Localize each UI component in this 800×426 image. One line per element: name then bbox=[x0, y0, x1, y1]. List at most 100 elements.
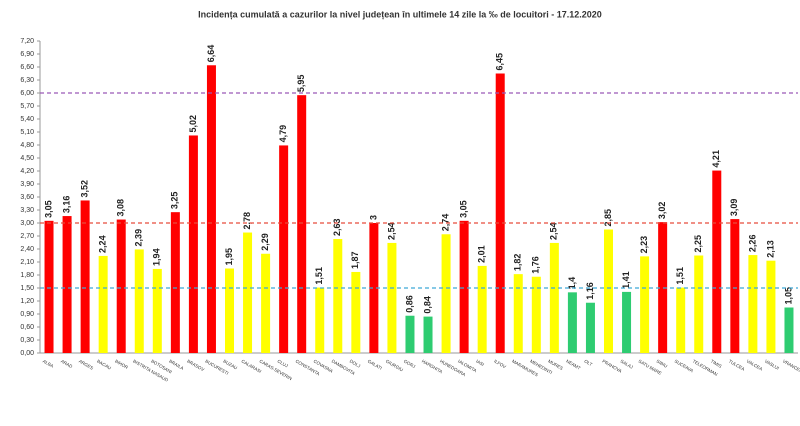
value-label: 3,16 bbox=[61, 196, 71, 214]
value-label: 2,54 bbox=[549, 222, 559, 240]
value-label: 2,13 bbox=[765, 240, 775, 258]
bar bbox=[676, 287, 686, 353]
bar bbox=[459, 220, 469, 353]
x-tick-label: IASI bbox=[475, 359, 485, 368]
value-label: 2,74 bbox=[440, 214, 450, 232]
value-label: 6,45 bbox=[495, 53, 505, 71]
x-tick-label: VASLUI bbox=[764, 359, 780, 371]
bar bbox=[188, 135, 198, 353]
bar bbox=[116, 219, 126, 353]
y-tick-label: 3,00 bbox=[20, 220, 34, 227]
bar bbox=[225, 268, 234, 353]
value-label: 1,51 bbox=[314, 267, 324, 285]
y-tick-label: 0,60 bbox=[20, 324, 34, 331]
bar bbox=[730, 219, 740, 353]
y-tick-label: 3,90 bbox=[20, 181, 34, 188]
bar bbox=[261, 253, 271, 353]
bar bbox=[243, 232, 253, 353]
value-label: 2,78 bbox=[242, 212, 252, 230]
x-tick-label: GORJ bbox=[403, 359, 416, 370]
bar bbox=[297, 95, 307, 354]
x-tick-label: CARAS-SEVERIN bbox=[259, 359, 293, 382]
value-label: 2,24 bbox=[98, 235, 108, 253]
bar bbox=[405, 315, 415, 353]
y-tick-label: 0,90 bbox=[20, 311, 34, 318]
value-label: 3,09 bbox=[729, 199, 739, 217]
bar bbox=[423, 316, 433, 353]
bar bbox=[98, 255, 108, 353]
bar bbox=[658, 222, 668, 353]
y-tick-label: 4,80 bbox=[20, 142, 34, 149]
value-label: 2,63 bbox=[332, 219, 342, 237]
y-tick-label: 5,40 bbox=[20, 116, 34, 123]
x-tick-label: BACAU bbox=[96, 359, 112, 371]
x-tick-label: OLT bbox=[583, 359, 593, 368]
y-tick-label: 0,30 bbox=[20, 337, 34, 344]
value-label: 4,79 bbox=[278, 125, 288, 143]
bar bbox=[748, 255, 758, 353]
y-tick-label: 5,10 bbox=[20, 129, 34, 136]
value-label: 1,94 bbox=[152, 248, 162, 266]
value-label: 3,25 bbox=[170, 192, 180, 210]
bar bbox=[441, 234, 451, 353]
y-tick-label: 6,90 bbox=[20, 51, 34, 58]
value-label: 2,29 bbox=[260, 233, 270, 251]
bar bbox=[80, 200, 90, 353]
value-label: 3 bbox=[368, 215, 378, 220]
value-label: 1,4 bbox=[567, 277, 577, 290]
value-label: 1,51 bbox=[675, 267, 685, 285]
value-label: 1,41 bbox=[621, 271, 631, 289]
value-label: 3,08 bbox=[116, 199, 126, 217]
bar bbox=[585, 302, 595, 353]
x-tick-label: DOLJ bbox=[349, 359, 361, 369]
x-tick-label: ALBA bbox=[42, 359, 54, 369]
bar bbox=[784, 307, 794, 353]
value-label: 2,01 bbox=[477, 245, 487, 263]
x-tick-label: ARAD bbox=[60, 359, 74, 370]
bar bbox=[495, 73, 505, 353]
value-label: 2,54 bbox=[386, 222, 396, 240]
y-tick-label: 5,70 bbox=[20, 103, 34, 110]
value-label: 1,76 bbox=[531, 256, 541, 274]
x-tick-label: PRAHOVA bbox=[601, 359, 622, 374]
bar bbox=[369, 223, 379, 353]
bar bbox=[279, 145, 289, 353]
value-label: 4,21 bbox=[711, 150, 721, 168]
value-label: 0,84 bbox=[422, 296, 432, 314]
x-tick-label: BUZAU bbox=[222, 359, 238, 371]
bar bbox=[531, 276, 541, 353]
bar bbox=[640, 256, 650, 353]
bar bbox=[567, 292, 577, 353]
y-tick-label: 6,30 bbox=[20, 77, 34, 84]
bar bbox=[170, 212, 180, 353]
value-label: 0,86 bbox=[404, 295, 414, 313]
value-label: 3,05 bbox=[43, 200, 53, 218]
bar bbox=[387, 242, 397, 353]
x-tick-label: GIURGIU bbox=[385, 359, 404, 373]
value-label: 5,95 bbox=[296, 75, 306, 93]
bar bbox=[62, 216, 72, 353]
y-tick-label: 2,40 bbox=[20, 246, 34, 253]
value-label: 2,85 bbox=[603, 209, 613, 227]
bar bbox=[315, 287, 325, 353]
bar bbox=[604, 229, 613, 353]
value-label: 3,02 bbox=[657, 202, 667, 220]
value-label: 2,39 bbox=[134, 229, 144, 247]
value-label: 2,25 bbox=[693, 235, 703, 253]
y-tick-label: 7,20 bbox=[20, 38, 34, 45]
y-tick-label: 2,10 bbox=[20, 259, 34, 266]
bar bbox=[712, 170, 722, 353]
value-label: 1,87 bbox=[350, 251, 360, 269]
x-tick-label: ARGES bbox=[78, 359, 94, 371]
bar bbox=[152, 268, 162, 353]
bar bbox=[622, 291, 632, 353]
x-tick-label: VRANCEA bbox=[782, 359, 800, 374]
x-tick-label: GALATI bbox=[367, 359, 383, 371]
y-tick-label: 3,60 bbox=[20, 194, 34, 201]
bar bbox=[549, 242, 559, 353]
x-tick-label: CLUJ bbox=[277, 359, 289, 369]
value-label: 3,05 bbox=[458, 200, 468, 218]
y-tick-label: 4,20 bbox=[20, 168, 34, 175]
x-tick-label: BRASOV bbox=[186, 359, 205, 373]
